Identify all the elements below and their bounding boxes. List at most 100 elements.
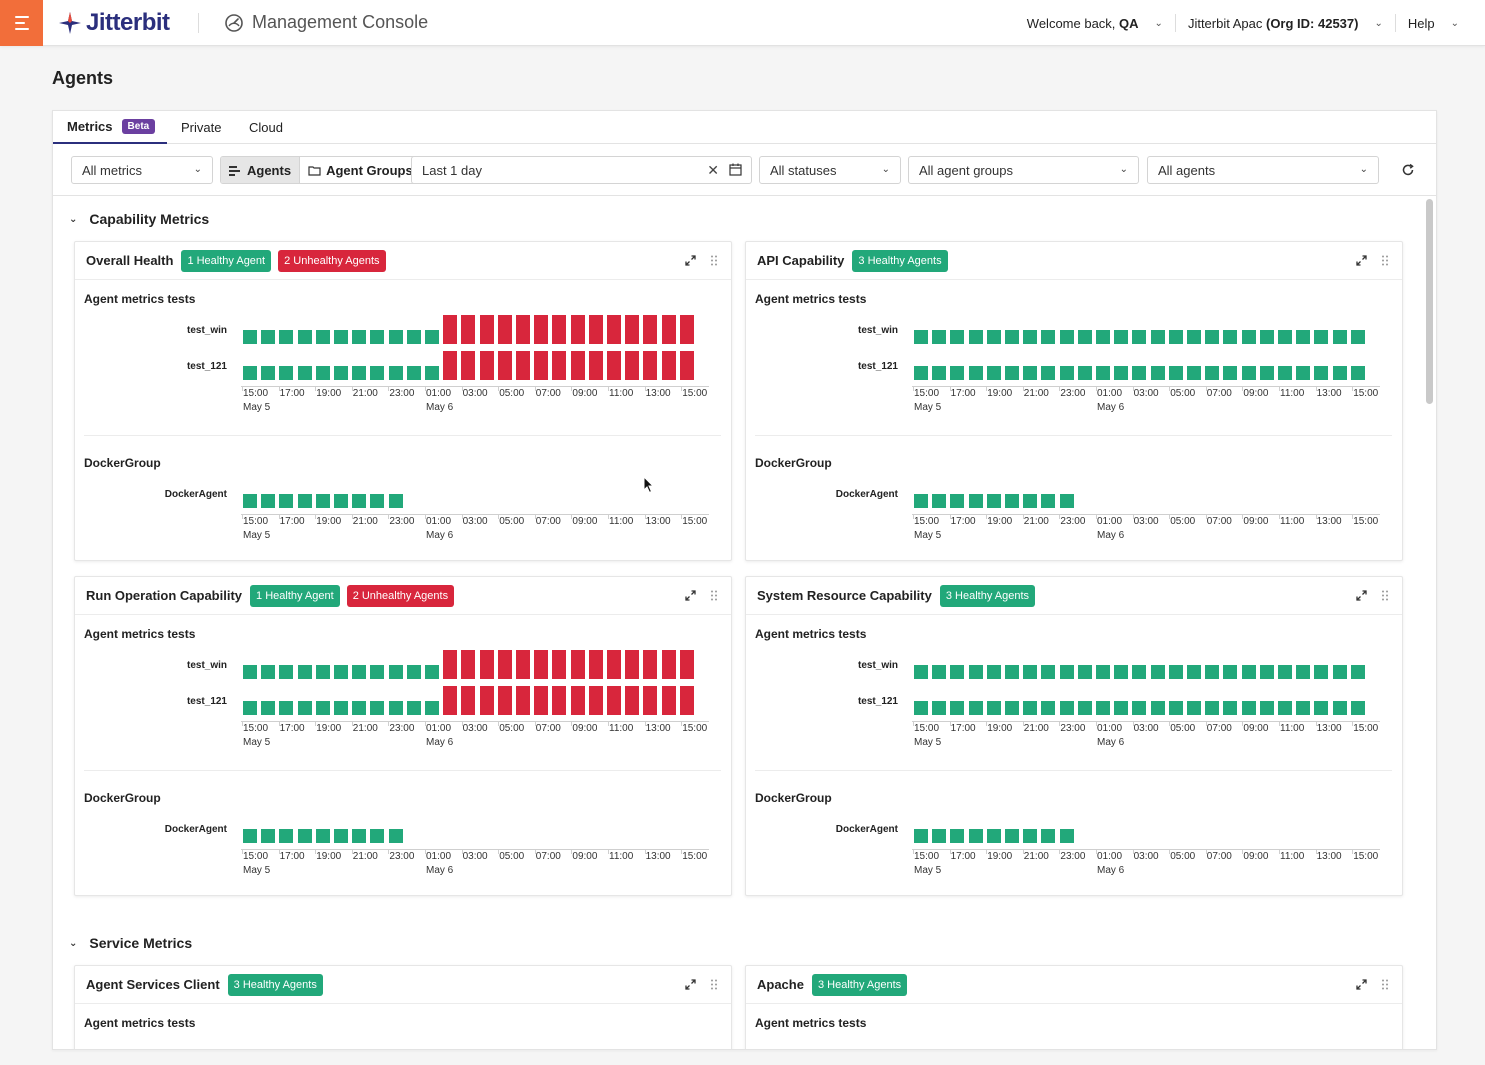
healthy-status-cell[interactable] xyxy=(1059,330,1074,344)
drag-handle-icon[interactable] xyxy=(707,977,721,991)
healthy-status-cell[interactable] xyxy=(297,330,312,344)
healthy-status-cell[interactable] xyxy=(388,665,403,679)
unhealthy-status-cell[interactable] xyxy=(516,315,530,344)
healthy-status-cell[interactable] xyxy=(425,330,439,344)
healthy-status-cell[interactable] xyxy=(1205,701,1220,715)
healthy-status-cell[interactable] xyxy=(1187,366,1201,380)
healthy-status-cell[interactable] xyxy=(1350,701,1365,715)
healthy-status-cell[interactable] xyxy=(1168,701,1183,715)
healthy-status-cell[interactable] xyxy=(243,829,257,843)
healthy-status-cell[interactable] xyxy=(315,665,330,679)
healthy-status-cell[interactable] xyxy=(334,366,348,380)
healthy-status-cell[interactable] xyxy=(1132,701,1147,715)
capability-metrics-toggle[interactable]: ⌄ Capability Metrics xyxy=(69,211,209,227)
unhealthy-status-cell[interactable] xyxy=(588,686,603,715)
healthy-status-cell[interactable] xyxy=(968,701,983,715)
healthy-status-cell[interactable] xyxy=(1041,330,1056,344)
healthy-status-cell[interactable] xyxy=(1059,494,1074,508)
healthy-status-cell[interactable] xyxy=(1041,701,1056,715)
healthy-agents-badge[interactable]: 1 Healthy Agent xyxy=(181,249,272,272)
healthy-status-cell[interactable] xyxy=(1023,330,1038,344)
expand-icon[interactable] xyxy=(683,253,697,267)
healthy-agents-badge[interactable]: 3 Healthy Agents xyxy=(811,973,908,996)
unhealthy-status-cell[interactable] xyxy=(643,650,658,679)
healthy-status-cell[interactable] xyxy=(352,701,367,715)
unhealthy-status-cell[interactable] xyxy=(661,650,676,679)
unhealthy-status-cell[interactable] xyxy=(516,650,530,679)
healthy-status-cell[interactable] xyxy=(1132,366,1147,380)
healthy-status-cell[interactable] xyxy=(1096,665,1110,679)
healthy-status-cell[interactable] xyxy=(1077,665,1092,679)
healthy-status-cell[interactable] xyxy=(1059,366,1074,380)
healthy-status-cell[interactable] xyxy=(950,665,965,679)
unhealthy-status-cell[interactable] xyxy=(679,686,694,715)
unhealthy-status-cell[interactable] xyxy=(679,315,694,344)
healthy-status-cell[interactable] xyxy=(950,829,965,843)
healthy-status-cell[interactable] xyxy=(932,829,947,843)
healthy-status-cell[interactable] xyxy=(1296,366,1311,380)
healthy-status-cell[interactable] xyxy=(315,366,330,380)
unhealthy-status-cell[interactable] xyxy=(643,686,658,715)
healthy-status-cell[interactable] xyxy=(1150,701,1165,715)
healthy-status-cell[interactable] xyxy=(914,829,928,843)
healthy-status-cell[interactable] xyxy=(1241,330,1256,344)
healthy-status-cell[interactable] xyxy=(1023,829,1038,843)
drag-handle-icon[interactable] xyxy=(1378,588,1392,602)
healthy-status-cell[interactable] xyxy=(279,494,294,508)
tab-cloud[interactable]: Cloud xyxy=(249,111,283,144)
healthy-status-cell[interactable] xyxy=(261,366,276,380)
healthy-status-cell[interactable] xyxy=(279,366,294,380)
unhealthy-status-cell[interactable] xyxy=(643,315,658,344)
healthy-status-cell[interactable] xyxy=(352,366,367,380)
healthy-status-cell[interactable] xyxy=(1023,665,1038,679)
healthy-status-cell[interactable] xyxy=(1223,330,1238,344)
healthy-status-cell[interactable] xyxy=(334,494,348,508)
healthy-status-cell[interactable] xyxy=(261,701,276,715)
healthy-status-cell[interactable] xyxy=(968,829,983,843)
unhealthy-status-cell[interactable] xyxy=(661,315,676,344)
healthy-status-cell[interactable] xyxy=(1332,701,1347,715)
hamburger-menu-button[interactable] xyxy=(0,0,43,46)
healthy-status-cell[interactable] xyxy=(315,494,330,508)
unhealthy-status-cell[interactable] xyxy=(443,686,458,715)
unhealthy-status-cell[interactable] xyxy=(534,351,549,380)
healthy-status-cell[interactable] xyxy=(1278,330,1292,344)
healthy-status-cell[interactable] xyxy=(243,494,257,508)
agents-select[interactable]: All agents ⌄ xyxy=(1147,156,1379,184)
healthy-status-cell[interactable] xyxy=(1077,330,1092,344)
healthy-status-cell[interactable] xyxy=(1114,330,1129,344)
healthy-status-cell[interactable] xyxy=(388,366,403,380)
healthy-status-cell[interactable] xyxy=(1168,330,1183,344)
healthy-status-cell[interactable] xyxy=(370,366,385,380)
unhealthy-status-cell[interactable] xyxy=(552,315,567,344)
healthy-status-cell[interactable] xyxy=(297,366,312,380)
healthy-status-cell[interactable] xyxy=(1332,330,1347,344)
healthy-status-cell[interactable] xyxy=(406,665,421,679)
drag-handle-icon[interactable] xyxy=(1378,253,1392,267)
healthy-status-cell[interactable] xyxy=(1278,366,1292,380)
unhealthy-status-cell[interactable] xyxy=(461,351,476,380)
healthy-status-cell[interactable] xyxy=(932,494,947,508)
healthy-status-cell[interactable] xyxy=(1241,701,1256,715)
healthy-agents-badge[interactable]: 3 Healthy Agents xyxy=(852,249,948,272)
healthy-status-cell[interactable] xyxy=(297,665,312,679)
healthy-status-cell[interactable] xyxy=(425,665,439,679)
healthy-status-cell[interactable] xyxy=(1259,701,1274,715)
healthy-status-cell[interactable] xyxy=(1223,366,1238,380)
healthy-status-cell[interactable] xyxy=(914,494,928,508)
healthy-status-cell[interactable] xyxy=(261,665,276,679)
healthy-status-cell[interactable] xyxy=(1005,665,1019,679)
healthy-status-cell[interactable] xyxy=(932,330,947,344)
healthy-status-cell[interactable] xyxy=(1059,829,1074,843)
healthy-status-cell[interactable] xyxy=(1132,330,1147,344)
healthy-status-cell[interactable] xyxy=(406,701,421,715)
healthy-status-cell[interactable] xyxy=(334,665,348,679)
tab-private[interactable]: Private xyxy=(181,111,221,144)
help-menu[interactable]: Help ⌄ xyxy=(1396,16,1471,31)
healthy-status-cell[interactable] xyxy=(1223,665,1238,679)
healthy-status-cell[interactable] xyxy=(1114,665,1129,679)
healthy-status-cell[interactable] xyxy=(932,701,947,715)
healthy-status-cell[interactable] xyxy=(986,665,1001,679)
healthy-status-cell[interactable] xyxy=(352,494,367,508)
healthy-status-cell[interactable] xyxy=(1150,330,1165,344)
